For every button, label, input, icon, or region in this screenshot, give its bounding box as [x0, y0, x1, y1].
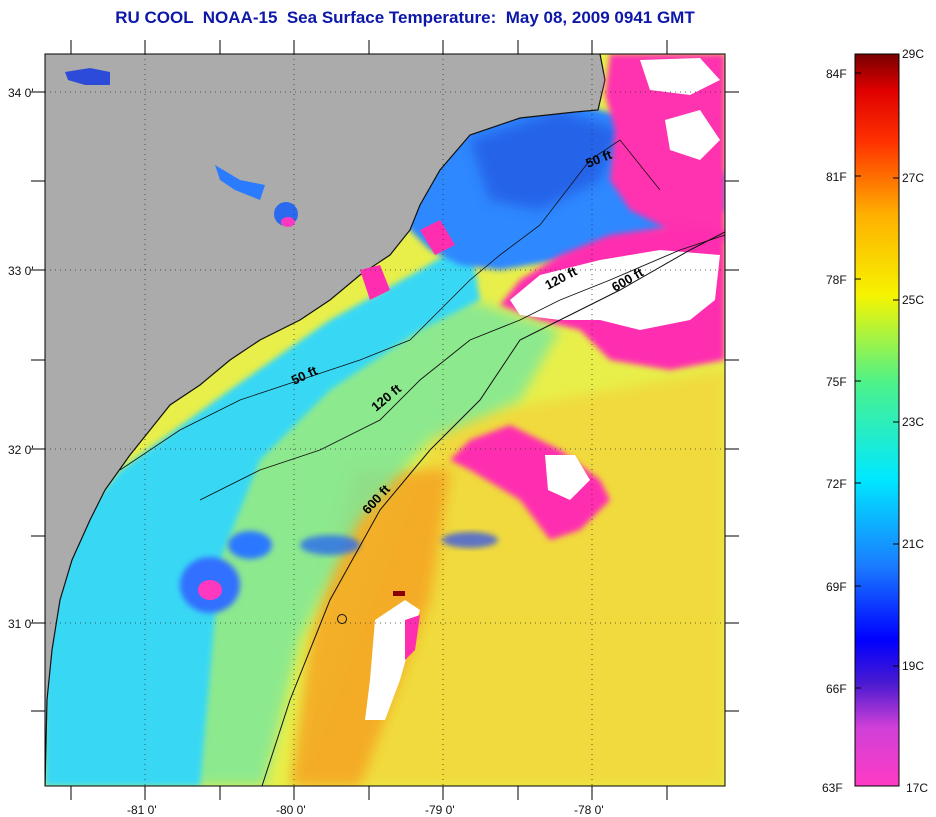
axis-ticks [31, 40, 739, 800]
colorbar-f-84: 84F [826, 67, 847, 81]
colorbar-c-19: 19C [902, 659, 925, 673]
lon-label-79: -79 0' [425, 803, 455, 817]
colorbar-f-66: 66F [826, 682, 847, 696]
colorbar-f-63: 63F [822, 781, 843, 795]
hot-spot [393, 591, 405, 596]
lon-label-81: -81 0' [127, 803, 157, 817]
colorbar-f-75: 75F [826, 375, 847, 389]
colorbar-c-17: 17C [906, 781, 929, 795]
map-frame [44, 53, 726, 787]
colorbar-ticks [855, 72, 899, 689]
colorbar-f-78: 78F [826, 273, 847, 287]
colorbar-f-69: 69F [826, 580, 847, 594]
colorbar-c-29: 29C [902, 47, 925, 61]
map-title: RU COOL NOAA-15 Sea Surface Temperature:… [115, 8, 695, 27]
coastline [45, 54, 606, 786]
lat-label-33: 33 0' [8, 264, 34, 278]
colorbar-f-72: 72F [826, 477, 847, 491]
colorbar-c-25: 25C [902, 293, 925, 307]
colorbar-f-81: 81F [826, 170, 847, 184]
lat-label-31: 31 0' [8, 617, 34, 631]
colorbar-c-21: 21C [902, 537, 925, 551]
graticule [45, 54, 725, 786]
lon-label-78: -78 0' [574, 803, 604, 817]
colorbar-c-27: 27C [902, 171, 925, 185]
lat-label-32: 32 0' [8, 443, 34, 457]
cloud-patch [640, 58, 720, 95]
colorbar-c-23: 23C [902, 415, 925, 429]
land-area [45, 54, 605, 786]
temperature-colorbar [854, 53, 900, 787]
lat-label-34: 34 0' [8, 86, 34, 100]
lon-label-80: -80 0' [276, 803, 306, 817]
